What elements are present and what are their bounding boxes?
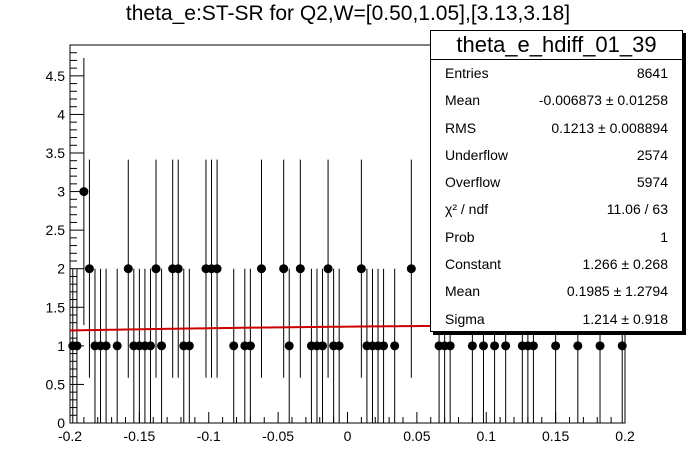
stats-row: Underflow 2574 bbox=[431, 142, 682, 169]
data-point bbox=[145, 341, 155, 351]
chart-title: theta_e:ST-SR for Q2,W=[0.50,1.05],[3.13… bbox=[125, 2, 571, 25]
stats-label: Underflow bbox=[445, 146, 509, 163]
y-tick-label: 3 bbox=[57, 184, 65, 200]
stats-label: Constant bbox=[445, 256, 502, 273]
data-point bbox=[573, 341, 583, 351]
stats-box-title: theta_e_hdiff_01_39 bbox=[431, 31, 682, 60]
y-tick-label: 1 bbox=[57, 338, 65, 354]
data-point bbox=[501, 341, 511, 351]
stats-row: Prob 1 bbox=[431, 224, 682, 251]
stats-value: 5974 bbox=[636, 174, 668, 191]
data-point bbox=[478, 341, 488, 351]
data-point bbox=[390, 341, 400, 351]
stats-value: 0.1985 ± 1.2794 bbox=[566, 283, 668, 300]
data-point bbox=[84, 264, 94, 274]
stats-label: Mean bbox=[445, 283, 481, 300]
stats-row: Entries 8641 bbox=[431, 60, 682, 87]
stats-box: theta_e_hdiff_01_39 Entries 8641 Mean -0.00… bbox=[430, 30, 683, 332]
x-tick-label: -0.2 bbox=[58, 428, 82, 444]
y-tick-label: 4.5 bbox=[46, 68, 66, 84]
stats-label: Mean bbox=[445, 92, 481, 109]
data-point bbox=[112, 341, 122, 351]
data-point bbox=[617, 341, 627, 351]
stats-row: Sigma 1.214 ± 0.918 bbox=[431, 306, 682, 333]
y-tick-label: 1.5 bbox=[46, 299, 66, 315]
data-point bbox=[528, 341, 538, 351]
stats-row: χ² / ndf 11.06 / 63 bbox=[431, 196, 682, 223]
stats-label: Overflow bbox=[445, 174, 501, 191]
data-point bbox=[595, 341, 605, 351]
stats-row: Overflow 5974 bbox=[431, 169, 682, 196]
stats-label: Sigma bbox=[445, 310, 485, 327]
stats-value: -0.006873 ± 0.01258 bbox=[538, 92, 668, 109]
stats-value: 1.214 ± 0.918 bbox=[582, 310, 668, 327]
data-point bbox=[72, 341, 82, 351]
data-point bbox=[245, 341, 255, 351]
x-tick-label: 0.2 bbox=[615, 428, 635, 444]
data-point bbox=[173, 264, 183, 274]
data-point bbox=[101, 341, 111, 351]
stats-value: 0.1213 ± 0.008894 bbox=[551, 119, 668, 136]
stats-rows: Entries 8641 Mean -0.006873 ± 0.01258 RMS 0.1… bbox=[431, 60, 682, 333]
data-point bbox=[151, 264, 161, 274]
stats-row: Constant 1.266 ± 0.268 bbox=[431, 251, 682, 278]
data-point bbox=[184, 341, 194, 351]
data-point bbox=[445, 341, 455, 351]
y-tick-label: 0 bbox=[57, 415, 65, 431]
data-point bbox=[284, 341, 294, 351]
stats-label: Prob bbox=[445, 228, 475, 245]
stats-row: Mean -0.006873 ± 0.01258 bbox=[431, 87, 682, 114]
data-point bbox=[551, 341, 561, 351]
stats-label: Entries bbox=[445, 65, 489, 81]
stats-value: 1.266 ± 0.268 bbox=[582, 256, 668, 273]
data-point bbox=[229, 341, 239, 351]
data-point bbox=[123, 264, 133, 274]
x-tick-label: 0.05 bbox=[403, 428, 430, 444]
data-point bbox=[318, 341, 328, 351]
data-point bbox=[256, 264, 266, 274]
data-point bbox=[334, 341, 344, 351]
y-tick-label: 2 bbox=[57, 261, 65, 277]
data-point bbox=[356, 264, 366, 274]
stats-row: RMS 0.1213 ± 0.008894 bbox=[431, 115, 682, 142]
data-point bbox=[79, 187, 89, 197]
data-point bbox=[467, 341, 477, 351]
stats-row: Mean 0.1985 ± 1.2794 bbox=[431, 278, 682, 305]
x-tick-label: -0.1 bbox=[197, 428, 221, 444]
axes: -0.2 -0.15 -0.1 -0.05 0 0.05 0.1 0.15 0.2 0 0.5 1 1.… bbox=[46, 52, 635, 444]
data-point bbox=[490, 341, 500, 351]
stats-label: RMS bbox=[445, 119, 477, 136]
data-point bbox=[295, 264, 305, 274]
data-points bbox=[68, 187, 627, 351]
y-tick-label: 3.5 bbox=[46, 145, 66, 161]
y-tick-label: 4 bbox=[57, 106, 65, 122]
data-point bbox=[279, 264, 289, 274]
data-point bbox=[212, 264, 222, 274]
stats-value: 8641 bbox=[636, 65, 668, 81]
stats-value: 2574 bbox=[636, 146, 668, 163]
data-point bbox=[406, 264, 416, 274]
x-tick-label: 0.15 bbox=[542, 428, 569, 444]
x-tick-label: -0.05 bbox=[262, 428, 294, 444]
data-point bbox=[323, 264, 333, 274]
x-tick-label: -0.15 bbox=[123, 428, 155, 444]
stats-value: 1 bbox=[660, 228, 668, 245]
data-point bbox=[379, 341, 389, 351]
x-tick-label: 0.1 bbox=[477, 428, 497, 444]
stats-label: χ² / ndf bbox=[445, 201, 489, 218]
y-tick-label: 2.5 bbox=[46, 222, 66, 238]
x-tick-label: 0 bbox=[344, 428, 352, 444]
stats-value: 11.06 / 63 bbox=[606, 201, 668, 218]
data-point bbox=[157, 341, 167, 351]
y-tick-label: 0.5 bbox=[46, 376, 66, 392]
